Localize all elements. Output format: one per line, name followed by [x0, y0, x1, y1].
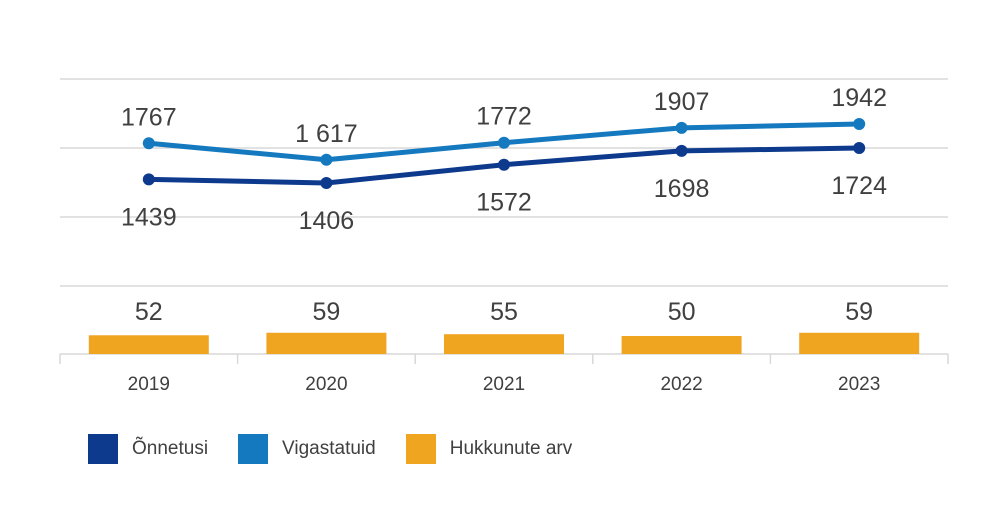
data-label-vigastatuid-2023: 1942 — [831, 84, 887, 112]
point-vigastatuid-2020 — [320, 153, 333, 166]
point-onnetusi-2023 — [853, 142, 866, 154]
point-vigastatuid-2021 — [498, 136, 510, 149]
point-vigastatuid-2023 — [853, 118, 866, 131]
bar-label-hukkunute-2021: 55 — [490, 298, 518, 326]
bar-label-hukkunute-2019: 52 — [135, 298, 163, 326]
bar-hukkunute-2019 — [88, 335, 209, 354]
legend: Õnnetusi Vigastatuid Hukkunute arv — [88, 434, 602, 464]
legend-swatch-hukkunute-arv — [405, 434, 436, 464]
x-tick-label-2021: 2021 — [483, 374, 525, 395]
point-vigastatuid-2022 — [675, 121, 688, 134]
bar-label-hukkunute-2023: 59 — [845, 298, 873, 326]
bar-label-hukkunute-2022: 50 — [668, 298, 696, 326]
legend-item-vigastatuid: Vigastatuid — [238, 434, 376, 464]
legend-label-vigastatuid: Vigastatuid — [282, 438, 376, 459]
legend-label-hukkunute-arv: Hukkunute arv — [449, 438, 573, 459]
legend-item-onnetusi: Õnnetusi — [88, 434, 208, 464]
point-onnetusi-2021 — [498, 158, 510, 171]
point-vigastatuid-2019 — [142, 137, 155, 150]
data-label-onnetusi-2021: 1572 — [476, 189, 532, 217]
x-tick-label-2023: 2023 — [838, 374, 880, 395]
bar-hukkunute-2023 — [799, 332, 920, 354]
data-label-vigastatuid-2020: 1 617 — [295, 120, 358, 148]
data-label-onnetusi-2023: 1724 — [831, 172, 887, 200]
data-label-onnetusi-2022: 1698 — [654, 175, 710, 203]
legend-item-hukkunute-arv: Hukkunute arv — [405, 434, 573, 464]
bar-hukkunute-2021 — [444, 334, 564, 354]
point-onnetusi-2022 — [675, 144, 688, 157]
point-onnetusi-2019 — [142, 173, 155, 186]
bar-label-hukkunute-2020: 59 — [312, 298, 340, 326]
legend-swatch-onnetusi — [88, 434, 118, 464]
data-label-vigastatuid-2022: 1907 — [654, 88, 710, 116]
bar-hukkunute-2022 — [621, 336, 742, 354]
data-label-vigastatuid-2019: 1767 — [121, 103, 177, 131]
bar-hukkunute-2020 — [266, 332, 387, 354]
x-tick-label-2019: 2019 — [128, 374, 170, 395]
x-tick-label-2022: 2022 — [660, 374, 702, 395]
data-label-onnetusi-2019: 1439 — [121, 203, 177, 231]
data-label-onnetusi-2020: 1406 — [299, 207, 355, 235]
x-tick-label-2020: 2020 — [305, 374, 347, 395]
data-label-vigastatuid-2021: 1772 — [476, 103, 532, 131]
legend-label-onnetusi: Õnnetusi — [132, 438, 209, 459]
point-onnetusi-2020 — [320, 177, 333, 189]
legend-swatch-vigastatuid — [238, 434, 269, 464]
